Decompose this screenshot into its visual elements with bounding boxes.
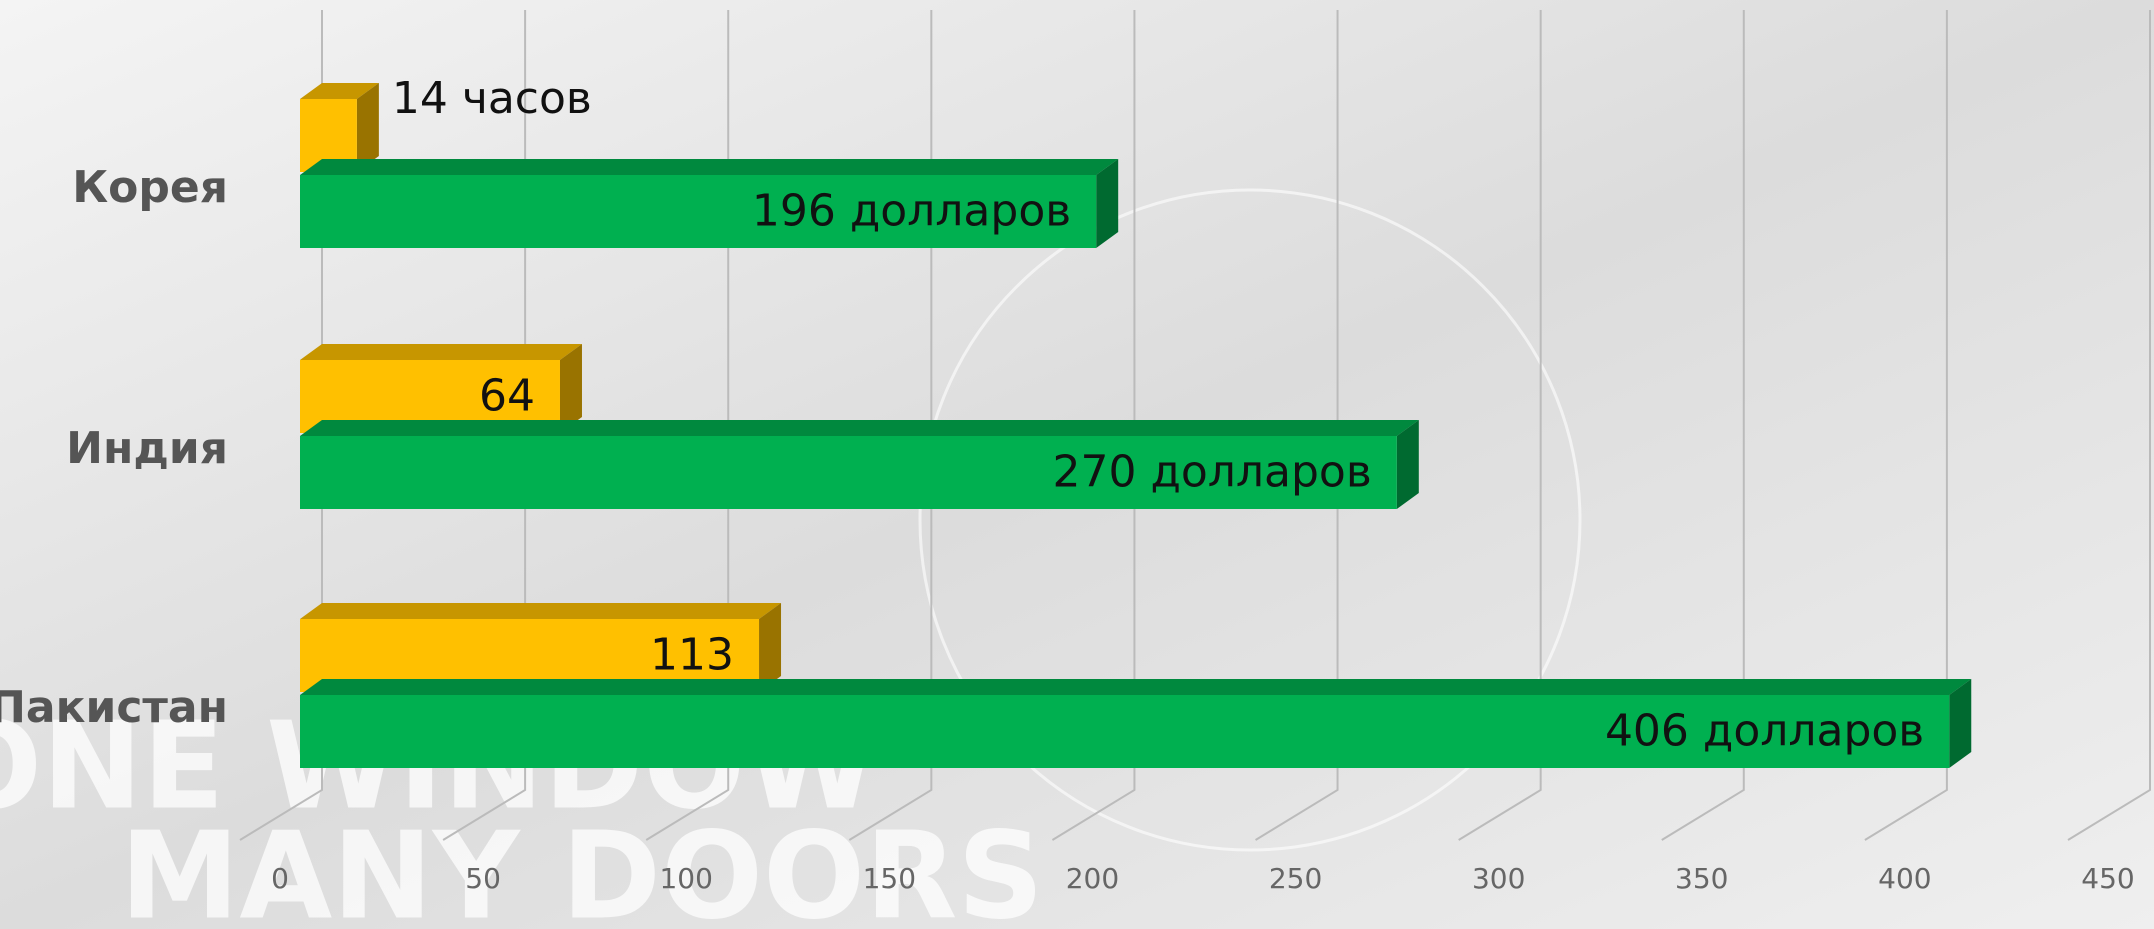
x-tick-label: 350: [1675, 862, 1728, 895]
bar-top: [300, 159, 1118, 175]
bar-top: [300, 344, 582, 360]
bar-top: [300, 603, 781, 619]
x-tick-label: 400: [1878, 862, 1931, 895]
value-label: 406 долларов: [1605, 706, 1924, 757]
x-tick-label: 300: [1472, 862, 1525, 895]
x-tick-label: 150: [863, 862, 916, 895]
bar-top: [300, 679, 1971, 695]
bar-top: [300, 420, 1419, 436]
value-label: 113: [650, 630, 734, 681]
x-tick-label: 450: [2081, 862, 2134, 895]
chart: ONE WINDOW MANY DOORS 050100150200250300…: [0, 0, 2154, 929]
x-tick-label: 0: [271, 862, 289, 895]
value-label: 270 долларов: [1052, 447, 1371, 498]
y-tick-label: Индия: [66, 423, 228, 474]
value-label: 196 долларов: [752, 186, 1071, 237]
x-tick-label: 200: [1066, 862, 1119, 895]
y-tick-label: Корея: [72, 162, 228, 213]
value-label: 14 часов: [392, 73, 592, 124]
x-tick-label: 50: [465, 862, 501, 895]
value-label: 64: [479, 371, 535, 422]
x-tick-label: 250: [1269, 862, 1322, 895]
x-tick-label: 100: [659, 862, 712, 895]
y-tick-label: Пакистан: [0, 682, 228, 733]
